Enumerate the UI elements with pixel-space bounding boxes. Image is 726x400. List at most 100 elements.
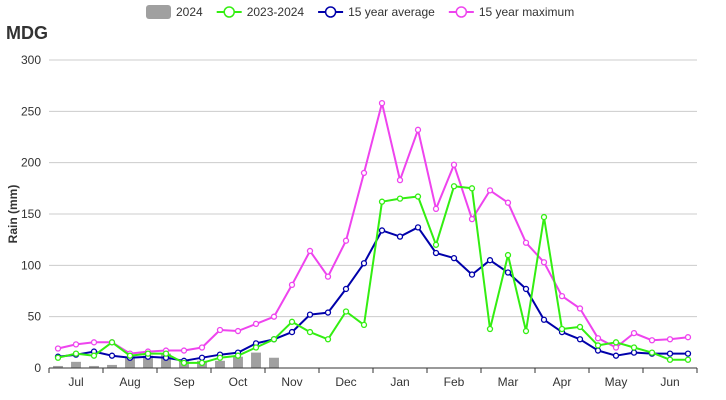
point-15-year-maximum — [396, 176, 404, 184]
point-15-year-maximum — [576, 305, 584, 312]
legend-label: 15 year average — [348, 5, 435, 19]
bar-2024 — [251, 352, 261, 368]
point-15-year-maximum — [378, 99, 386, 107]
point-15-year-maximum — [360, 169, 368, 177]
legend-marker — [455, 6, 468, 18]
point-15-year-average — [288, 328, 296, 336]
point-2023-2024 — [666, 356, 674, 363]
point-2023-2024 — [72, 350, 80, 357]
point-15-year-maximum — [540, 259, 548, 266]
point-2023-2024 — [90, 352, 98, 359]
point-2023-2024 — [576, 323, 584, 331]
point-15-year-average — [324, 309, 332, 316]
x-tick-label: Jul — [68, 375, 83, 389]
y-tick-label: 200 — [21, 156, 41, 170]
y-tick-label: 100 — [21, 258, 41, 272]
point-2023-2024 — [198, 359, 206, 367]
bar-2024 — [107, 364, 117, 368]
point-2023-2024 — [504, 251, 512, 259]
point-15-year-maximum — [666, 336, 674, 343]
y-tick-label: 300 — [21, 53, 41, 67]
y-tick-label: 250 — [21, 104, 41, 118]
point-2023-2024 — [54, 354, 62, 361]
point-2023-2024 — [360, 321, 368, 329]
point-15-year-maximum — [324, 273, 332, 280]
point-15-year-maximum — [252, 320, 260, 328]
point-2023-2024 — [558, 325, 566, 333]
y-tick-label: 150 — [21, 207, 41, 221]
legend-item-15-year-maximum[interactable]: 15 year maximum — [448, 5, 574, 19]
point-15-year-average — [630, 349, 638, 356]
point-2023-2024 — [162, 350, 170, 357]
point-15-year-average — [666, 350, 674, 357]
legend-marker — [223, 6, 235, 18]
point-2023-2024 — [432, 241, 440, 248]
legend-item-15-year-average[interactable]: 15 year average — [318, 5, 435, 19]
x-tick-label: Dec — [335, 375, 356, 389]
point-2023-2024 — [270, 336, 278, 343]
x-tick-label: Jan — [390, 375, 409, 389]
bar-2024 — [143, 355, 153, 368]
point-15-year-maximum — [504, 199, 512, 206]
point-15-year-maximum — [648, 337, 656, 344]
point-15-year-maximum — [522, 239, 530, 246]
point-15-year-average — [378, 227, 386, 234]
point-15-year-maximum — [630, 329, 638, 337]
point-15-year-average — [612, 352, 620, 359]
point-2023-2024 — [612, 339, 620, 346]
point-15-year-maximum — [306, 247, 314, 255]
bar-2024 — [215, 360, 225, 368]
legend-label: 2024 — [176, 5, 203, 19]
point-15-year-maximum — [90, 339, 98, 346]
bar-2024 — [125, 356, 135, 368]
bar-2024 — [269, 357, 279, 368]
point-15-year-maximum — [486, 187, 494, 194]
point-15-year-average — [504, 269, 512, 276]
legend-item-2024[interactable]: 2024 — [146, 5, 203, 19]
x-tick-label: May — [605, 375, 628, 389]
x-tick-label: Oct — [229, 375, 248, 389]
x-tick-label: Nov — [281, 375, 302, 389]
x-tick-label: Mar — [498, 375, 519, 389]
bar-2024 — [89, 365, 99, 368]
legend-swatch — [146, 5, 171, 19]
point-15-year-maximum — [234, 327, 242, 335]
point-15-year-average — [396, 233, 404, 240]
point-15-year-average — [522, 285, 530, 293]
point-2023-2024 — [234, 352, 242, 359]
x-tick-label: Sep — [173, 375, 195, 389]
point-2023-2024 — [486, 325, 494, 333]
point-2023-2024 — [252, 344, 260, 351]
point-2023-2024 — [378, 198, 386, 205]
point-2023-2024 — [216, 354, 224, 361]
y-axis-ticks: 0 50 100 150 200 250 300 — [21, 53, 41, 375]
point-15-year-maximum — [450, 161, 458, 168]
point-15-year-maximum — [54, 345, 62, 352]
point-15-year-average — [306, 311, 314, 318]
y-axis-label: Rain (mm) — [6, 185, 20, 244]
point-2023-2024 — [126, 352, 134, 359]
gridlines — [49, 59, 697, 318]
point-15-year-maximum — [414, 126, 422, 133]
x-tick-label: Feb — [444, 375, 465, 389]
point-15-year-average — [198, 354, 206, 361]
point-15-year-average — [594, 347, 602, 354]
point-15-year-maximum — [468, 215, 476, 223]
point-15-year-average — [450, 254, 458, 262]
point-15-year-average — [684, 350, 692, 357]
point-15-year-average — [360, 260, 368, 267]
point-15-year-average — [432, 249, 440, 257]
bar-2024 — [233, 356, 243, 368]
point-2023-2024 — [342, 308, 350, 315]
y-tick-label: 50 — [28, 310, 42, 324]
series-lines — [54, 99, 692, 367]
point-2023-2024 — [306, 328, 314, 336]
legend-label: 2023-2024 — [247, 5, 305, 19]
point-2023-2024 — [450, 183, 458, 190]
line-15-year-maximum — [57, 102, 689, 355]
chart-title: MDG — [6, 23, 48, 43]
legend-item-2023-2024[interactable]: 2023-2024 — [216, 5, 305, 19]
point-2023-2024 — [630, 344, 638, 351]
x-tick-label: Apr — [553, 375, 572, 389]
